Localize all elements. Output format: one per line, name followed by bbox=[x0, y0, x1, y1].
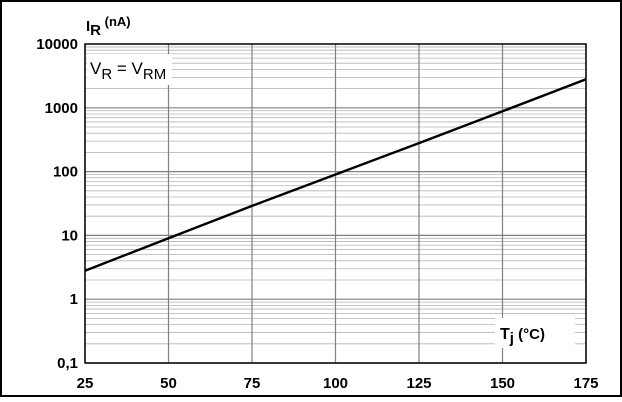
series-layer bbox=[84, 78, 587, 272]
y-tick-label: 1000 bbox=[45, 100, 78, 117]
plot-border bbox=[84, 43, 587, 364]
x-tick-label: 50 bbox=[160, 375, 177, 392]
x-tick-label: 75 bbox=[244, 375, 261, 392]
y-tick-label: 10000 bbox=[36, 36, 78, 53]
tick-labels: 25 50 75 100 125 150 175 0,1 1 10 100 1000 10000 bbox=[36, 36, 598, 392]
x-axis-label: Tj (°C) bbox=[500, 326, 545, 347]
y-tick-label: 1 bbox=[70, 291, 78, 308]
grid bbox=[84, 44, 587, 364]
x-label-box bbox=[495, 318, 575, 348]
y-axis-label: IR (nA) bbox=[86, 14, 131, 39]
annotation-text: VR = VRM bbox=[90, 59, 166, 83]
x-tick-label: 125 bbox=[406, 375, 431, 392]
x-tick-label: 175 bbox=[573, 375, 598, 392]
y-tick-label: 0,1 bbox=[57, 355, 78, 372]
series-line bbox=[84, 78, 587, 272]
x-tick-label: 150 bbox=[490, 375, 515, 392]
x-tick-label: 100 bbox=[323, 375, 348, 392]
annotation-box bbox=[87, 54, 172, 85]
y-tick-label: 100 bbox=[53, 164, 78, 181]
x-tick-label: 25 bbox=[77, 375, 94, 392]
y-tick-label: 10 bbox=[61, 227, 78, 244]
